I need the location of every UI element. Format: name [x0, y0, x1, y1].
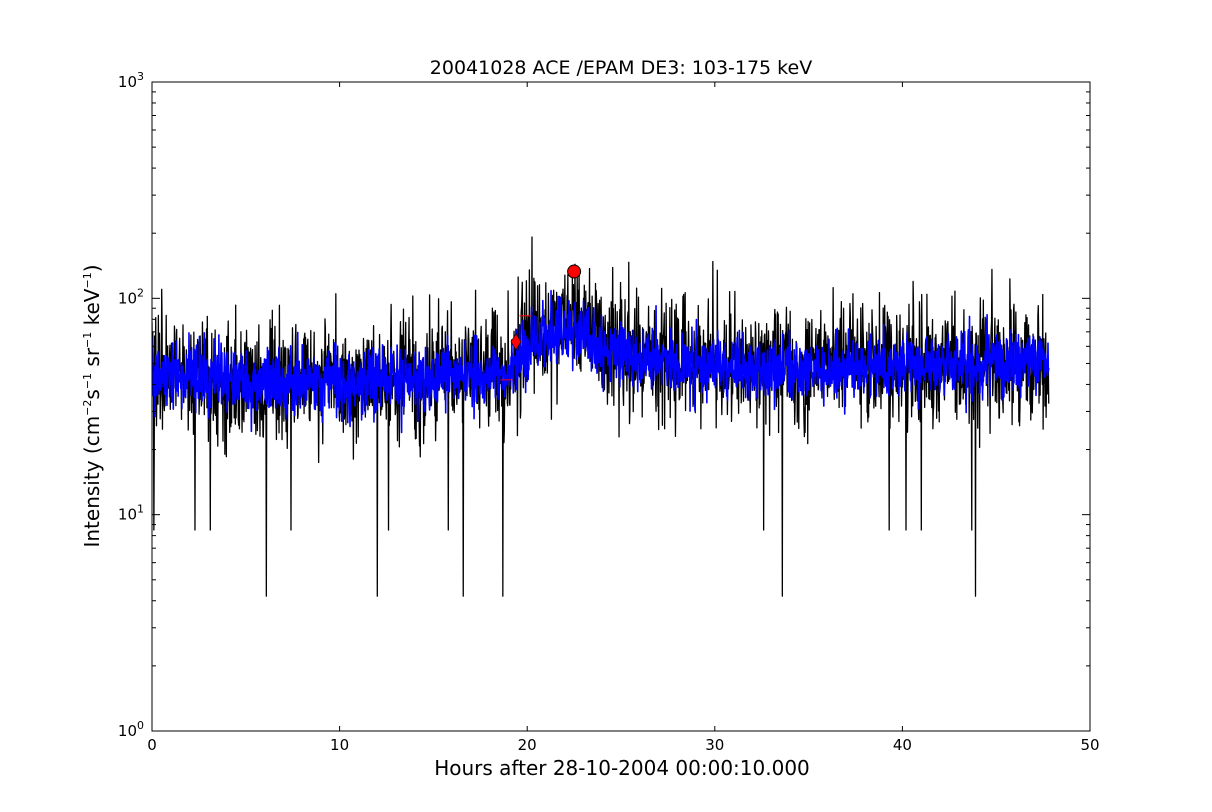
x-tick-label-20: 20	[518, 736, 537, 754]
x-tick-label-10: 10	[330, 736, 349, 754]
x-tick-label-30: 30	[705, 736, 724, 754]
y-tick-label-100: 102	[118, 286, 144, 307]
y-label-kev: keV	[80, 288, 104, 332]
y-axis-label: Intensity (cm−2s−1 sr−1 keV−1)	[80, 264, 104, 547]
marker-layer	[500, 264, 582, 381]
y-label-exp-sr: −1	[81, 332, 94, 348]
diamond-marker	[510, 333, 522, 351]
y-label-s: s	[80, 389, 104, 399]
y-label-suffix: )	[80, 264, 104, 272]
series-layer	[152, 236, 1050, 597]
x-tick-label-40: 40	[893, 736, 912, 754]
circle-marker	[567, 264, 582, 279]
y-label-exp-cm: −2	[81, 400, 94, 416]
y-tick-label-1000: 103	[118, 70, 144, 91]
tick-layer: 0 10 20 30 40 50 100 101 102 103	[118, 70, 1100, 754]
series-line-smoothed	[152, 289, 1050, 434]
y-label-prefix: Intensity (cm	[80, 416, 104, 548]
x-tick-label-0: 0	[147, 736, 157, 754]
y-label-exp-kev: −1	[81, 272, 94, 288]
y-tick-label-10: 101	[118, 503, 144, 524]
y-label-sr: sr	[80, 347, 104, 373]
chart-title: 20041028 ACE /EPAM DE3: 103-175 keV	[430, 57, 812, 79]
plot-frame	[151, 81, 1091, 732]
x-axis-label: Hours after 28-10-2004 00:00:10.000	[434, 756, 810, 780]
x-tick-label-50: 50	[1080, 736, 1099, 754]
y-tick-label-1: 100	[118, 719, 144, 740]
y-label-exp-s: −1	[81, 373, 94, 389]
